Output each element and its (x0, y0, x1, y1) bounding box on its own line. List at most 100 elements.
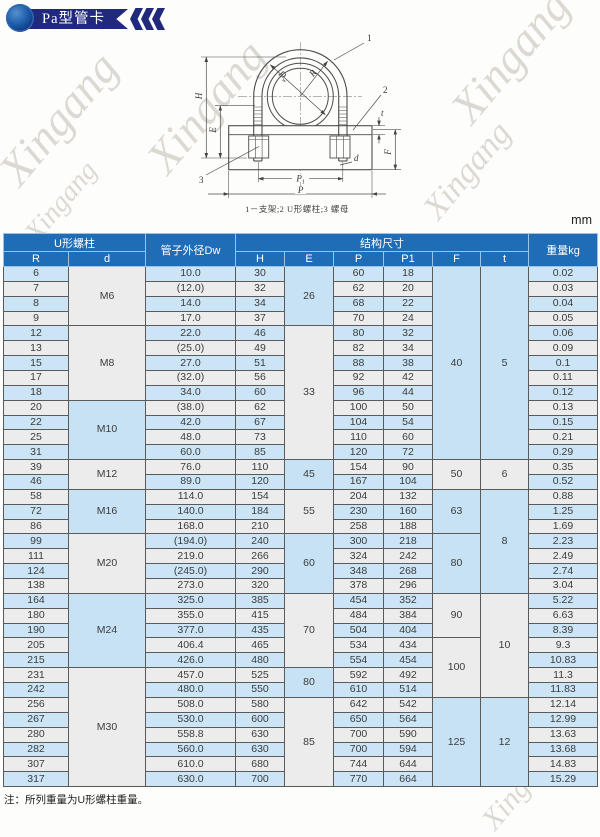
cell-p1: 242 (383, 548, 434, 565)
cell-r: 39 (3, 459, 69, 476)
cell-p: 700 (333, 726, 385, 743)
cell-p: 744 (333, 756, 385, 773)
cell-p: 110 (333, 429, 385, 446)
cell-p1: 18 (383, 266, 434, 282)
cell-h: 37 (235, 310, 286, 327)
cell-p: 504 (333, 622, 385, 639)
cell-weight: 0.04 (528, 295, 599, 312)
cell-dw: 219.0 (145, 548, 237, 565)
spec-table: U形螺柱 管子外径Dw 结构尺寸 重量kg R d H E P P1 F t 6… (2, 233, 599, 788)
cell-p1: 60 (383, 429, 434, 446)
cell-r: 282 (3, 741, 69, 758)
header-p: P (333, 251, 385, 267)
cell-p: 454 (333, 592, 385, 609)
d-leader (339, 161, 353, 166)
cell-dw: 480.0 (145, 682, 237, 698)
cell-weight: 8.39 (528, 622, 599, 639)
cell-r: 58 (3, 488, 69, 505)
cell-h: 680 (235, 756, 286, 773)
header-r: R (3, 251, 69, 267)
cell-d-group: M30 (67, 667, 147, 788)
cell-p: 378 (333, 578, 385, 594)
cell-p: 154 (333, 459, 385, 476)
header-t: t (480, 251, 530, 267)
cell-h: 62 (235, 399, 286, 416)
cell-h: 30 (235, 266, 286, 282)
cell-e-group: 85 (284, 696, 335, 788)
cell-h: 290 (235, 563, 286, 580)
cell-h: 85 (235, 444, 286, 461)
cell-r: 17 (3, 370, 69, 386)
header-u-bolt: U形螺柱 (2, 233, 147, 252)
cell-dw: 530.0 (145, 711, 237, 728)
label-h: H (194, 92, 204, 100)
cell-weight: 0.13 (528, 399, 599, 416)
cell-p1: 188 (383, 518, 434, 535)
label-p: P (297, 185, 304, 195)
cell-p: 120 (333, 444, 385, 461)
cell-r: 280 (3, 726, 69, 743)
cell-weight: 3.04 (528, 578, 599, 594)
cell-dw: 558.8 (145, 726, 237, 743)
cell-f-group: 63 (432, 488, 482, 535)
cell-dw: 355.0 (145, 607, 237, 624)
cell-h: 435 (235, 622, 286, 639)
cell-dw: (38.0) (145, 399, 237, 416)
cell-weight: 0.11 (528, 370, 599, 386)
cell-p1: 644 (383, 756, 434, 773)
cell-p1: 22 (383, 295, 434, 312)
cell-h: 210 (235, 518, 286, 535)
cell-weight: 2.23 (528, 533, 599, 550)
cell-p: 68 (333, 295, 385, 312)
cell-r: 215 (3, 652, 69, 669)
cell-weight: 11.3 (528, 667, 599, 684)
cell-p: 300 (333, 533, 385, 550)
cell-r: 99 (3, 533, 69, 550)
cell-dw: 22.0 (145, 325, 237, 342)
cell-p: 104 (333, 414, 385, 431)
cell-r: 22 (3, 414, 69, 431)
cell-r: 317 (3, 771, 69, 788)
cell-p: 167 (333, 474, 385, 490)
cell-p: 204 (333, 488, 385, 505)
label-r: R (306, 67, 318, 79)
cell-t-group: 10 (480, 592, 530, 698)
cell-r: 86 (3, 518, 69, 535)
cell-weight: 12.99 (528, 711, 599, 728)
cell-r: 205 (3, 637, 69, 654)
chevron-left-icon (141, 8, 154, 30)
cell-p1: 352 (383, 592, 434, 609)
cell-h: 73 (235, 429, 286, 446)
cell-d-group: M10 (67, 399, 147, 461)
cell-dw: (32.0) (145, 370, 237, 386)
cell-dw: 610.0 (145, 756, 237, 773)
cell-e-group: 80 (284, 667, 335, 698)
cell-d-group: M12 (67, 459, 147, 490)
header-h: H (235, 251, 286, 267)
cell-h: 60 (235, 384, 286, 401)
cell-weight: 13.63 (528, 726, 599, 743)
cell-h: 120 (235, 474, 286, 490)
cell-dw: 60.0 (145, 444, 237, 461)
cell-h: 480 (235, 652, 286, 669)
cell-h: 525 (235, 667, 286, 684)
cell-p1: 296 (383, 578, 434, 594)
leader-1 (333, 42, 365, 61)
logo-orb-icon (6, 4, 34, 32)
cell-weight: 1.69 (528, 518, 599, 535)
cell-p1: 268 (383, 563, 434, 580)
cell-p1: 24 (383, 310, 434, 327)
cell-p1: 44 (383, 384, 434, 401)
header-f: F (432, 251, 482, 267)
cell-dw: 377.0 (145, 622, 237, 639)
cell-weight: 0.29 (528, 444, 599, 461)
cell-r: 231 (3, 667, 69, 684)
label-e: E (208, 127, 218, 134)
cell-r: 15 (3, 355, 69, 372)
spec-table-wrap: U形螺柱 管子外径Dw 结构尺寸 重量kg R d H E P P1 F t 6… (2, 233, 599, 788)
cell-h: 154 (235, 488, 286, 505)
u-bolt-outer (253, 49, 348, 161)
cell-p1: 104 (383, 474, 434, 490)
cell-p: 230 (333, 503, 385, 520)
cell-r: 124 (3, 563, 69, 580)
